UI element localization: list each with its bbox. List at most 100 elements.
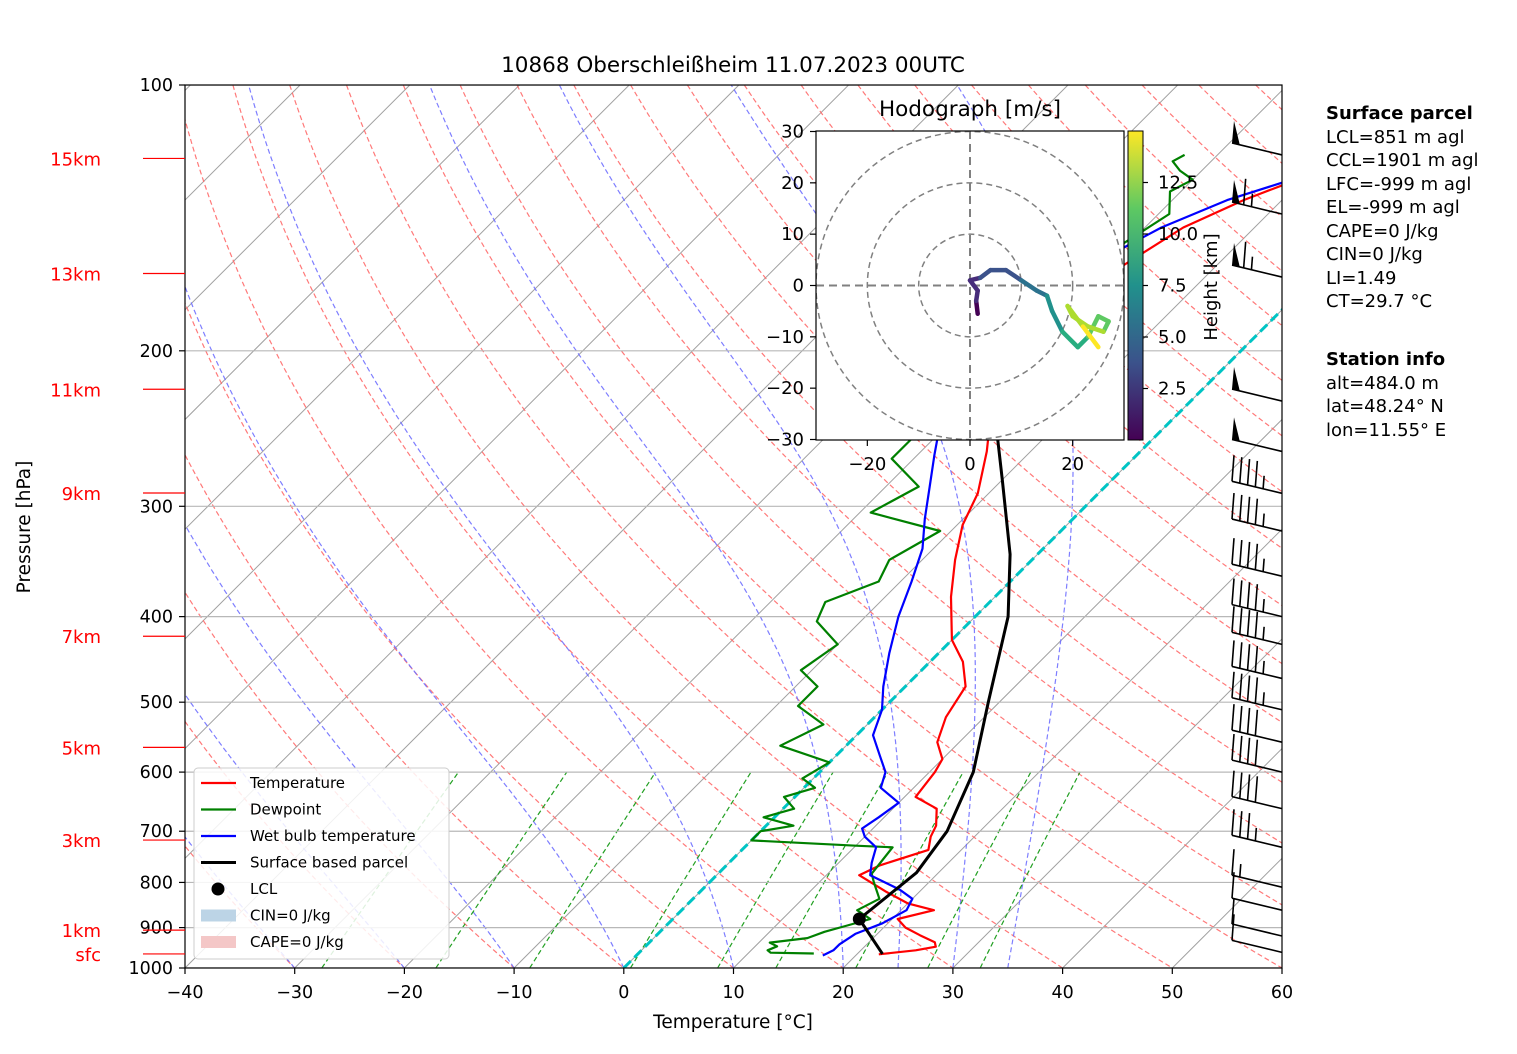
x-tick-label: −30 <box>276 983 313 1003</box>
moist-adiabat-line <box>185 523 515 968</box>
moist-adiabat-line <box>185 284 625 968</box>
wind-barb-flag <box>1246 707 1251 735</box>
legend-swatch <box>201 909 236 922</box>
wind-barb-flag <box>1231 640 1235 667</box>
legend-box <box>193 767 450 960</box>
wind-barb-flag <box>1242 178 1247 205</box>
wind-barb-half-flag <box>1262 626 1265 640</box>
hodograph-ring <box>917 233 1023 338</box>
wind-barb-staff <box>1231 518 1283 532</box>
wind-barb-flag <box>1238 494 1243 521</box>
y-axis-label: Pressure [hPa] <box>14 461 35 594</box>
station-lat: lat=48.24° N <box>1326 396 1444 417</box>
parcel-lfc: LFC=-999 m agl <box>1326 173 1472 195</box>
dry-adiabat-line <box>459 85 1282 906</box>
legend-entry: CAPE=0 J/kg <box>250 933 344 951</box>
x-tick-label: −40 <box>167 983 204 1003</box>
wind-barb-flag <box>1254 460 1259 487</box>
hodograph-y-tick-label: 30 <box>781 122 804 143</box>
y-tick-label: 400 <box>140 608 173 628</box>
hodograph-segment <box>1060 329 1081 350</box>
x-tick-label: 50 <box>1161 983 1183 1003</box>
hodograph-y-tick-label: −20 <box>766 378 804 399</box>
wind-barb <box>1231 849 1283 888</box>
moist-adiabat-line <box>428 85 844 968</box>
isotherm-line <box>185 85 849 750</box>
wind-barb-flag <box>1254 543 1259 570</box>
legend-entry: Wet bulb temperature <box>250 827 416 845</box>
wind-barb-flag <box>1238 642 1243 669</box>
wind-barb-flag <box>1238 608 1243 635</box>
hodograph-x-tick-label: 20 <box>1061 454 1084 475</box>
wind-barb-staff <box>1231 480 1283 495</box>
wind-barb-staff <box>1231 438 1283 453</box>
wind-barb-flag <box>1246 582 1251 609</box>
dry-adiabat-line <box>185 301 734 968</box>
station-alt: alt=484.0 m <box>1326 372 1439 394</box>
isotherm-line <box>952 638 1282 968</box>
wind-barb-flag <box>1231 734 1235 761</box>
isotherm-line <box>185 85 520 421</box>
dry-adiabat-line <box>185 453 625 968</box>
wind-barb <box>1231 120 1283 156</box>
wind-barb-pennant <box>1232 120 1240 145</box>
mixing-ratio-line <box>435 771 568 968</box>
y-tick-label: 600 <box>140 763 173 783</box>
station-lon: lon=11.55° E <box>1326 419 1447 441</box>
wind-barb-staff <box>1231 834 1283 849</box>
height-label: 11km <box>50 380 101 401</box>
wind-barb-flag <box>1242 241 1247 268</box>
height-label: 9km <box>62 484 101 505</box>
y-tick-label: 800 <box>140 873 173 893</box>
wind-barb-flag <box>1231 809 1235 836</box>
legend-swatch <box>211 882 225 896</box>
dry-adiabat-line <box>185 117 844 968</box>
wind-barb-flag <box>1246 541 1251 569</box>
height-label: sfc <box>75 945 101 966</box>
wind-barb-staff <box>1231 729 1283 743</box>
wind-barb <box>1231 455 1283 495</box>
wind-barb-staff <box>1231 388 1283 402</box>
wind-barb-half-flag <box>1262 692 1265 706</box>
dry-adiabat-line <box>686 85 1282 665</box>
wind-barb-flag <box>1238 735 1243 763</box>
wind-barb-flag <box>1231 872 1235 899</box>
wind-barb <box>1231 640 1283 680</box>
wind-barb-flag <box>1238 540 1243 567</box>
dry-adiabat-line <box>516 85 1282 844</box>
parcel-li: LI=1.49 <box>1326 267 1397 289</box>
wind-barb-half-flag <box>1250 193 1254 207</box>
colorbar-label: Height [km] <box>1201 233 1222 340</box>
axes: −40 −30 −20 −10 0 10 20 30 40 50 60100200300400500… <box>50 76 1293 1003</box>
hodograph-colorbar <box>1127 130 1144 441</box>
wind-barb <box>1231 704 1283 743</box>
x-tick-label: 20 <box>832 983 854 1003</box>
wind-barb-flag <box>1231 455 1235 482</box>
wind-barb <box>1231 241 1283 278</box>
wind-barb <box>1231 734 1283 773</box>
legend-entry: LCL <box>250 880 278 898</box>
wind-barb-staff <box>1231 631 1283 646</box>
wind-barb-flag <box>1254 584 1259 611</box>
hodograph-title: Hodograph [m/s] <box>879 97 1061 122</box>
parcel-ct: CT=29.7 °C <box>1326 291 1433 312</box>
wind-barb-flag <box>1254 677 1259 704</box>
height-label: 1km <box>62 921 101 942</box>
wind-barb-staff <box>1231 697 1283 711</box>
mixing-ratio-line <box>529 771 657 968</box>
wind-barb-half-flag <box>1238 863 1242 878</box>
wind-barb-staff <box>1231 264 1283 278</box>
wind-barb-flag <box>1231 914 1235 941</box>
x-tick-label: 10 <box>722 983 744 1003</box>
legend: Temperature Dewpoint Wet bulb temperature S… <box>193 767 450 960</box>
isotherm-line <box>842 528 1282 968</box>
wind-barb-pennant <box>1232 417 1240 442</box>
chart-title: 10868 Oberschleißheim 11.07.2023 00UTC <box>501 53 965 78</box>
wind-barb-staff <box>1231 665 1283 680</box>
wind-barb-flag <box>1246 774 1251 801</box>
wind-barb-half-flag <box>1250 256 1254 270</box>
wind-barb-staff <box>1231 795 1283 810</box>
wind-barb-staff <box>1231 897 1283 911</box>
hodograph-segment <box>1049 308 1065 334</box>
hodograph-y-tick-label: −10 <box>766 327 804 348</box>
